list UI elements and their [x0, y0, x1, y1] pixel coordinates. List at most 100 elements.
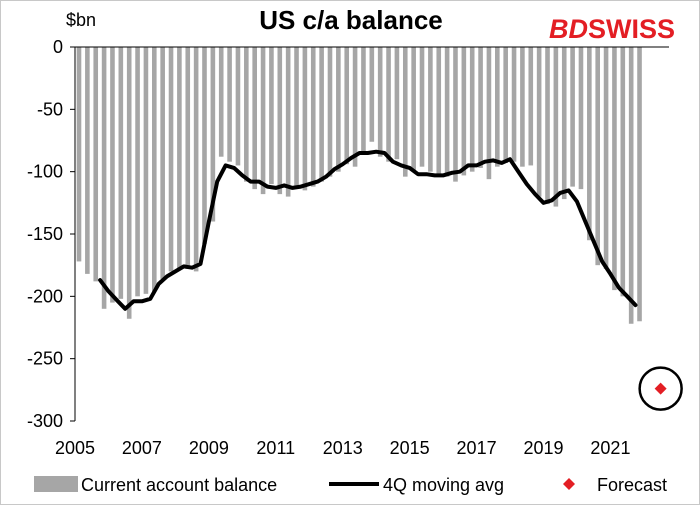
legend-swatch-forecast [563, 478, 575, 490]
x-tick-label: 2005 [55, 438, 95, 458]
bar [545, 47, 550, 205]
bar [386, 47, 391, 162]
bar-series [76, 47, 642, 324]
bar [486, 47, 492, 180]
chart-title: US c/a balance [259, 5, 443, 35]
x-tick-label: 2021 [590, 438, 630, 458]
bar [553, 47, 559, 207]
bar [603, 47, 609, 269]
legend-label-line: 4Q moving avg [383, 475, 504, 495]
bar [570, 47, 575, 187]
bar [394, 47, 400, 160]
bar [285, 47, 291, 197]
bar [336, 47, 341, 172]
bar [478, 47, 483, 168]
bar [536, 47, 542, 197]
logo-part-swiss: SWISS [588, 14, 675, 44]
legend: Current account balance 4Q moving avg Fo… [34, 475, 667, 495]
bar [595, 47, 600, 266]
bar [402, 47, 408, 177]
bar [620, 47, 626, 297]
bar [85, 47, 90, 274]
bar [227, 47, 232, 162]
x-tick-label: 2019 [523, 438, 563, 458]
bar [453, 47, 458, 182]
bar [143, 47, 149, 294]
line-series [98, 149, 638, 311]
y-tick-label: -150 [27, 224, 63, 244]
x-tick-label: 2007 [122, 438, 162, 458]
x-tick-label: 2009 [189, 438, 229, 458]
legend-label-bars: Current account balance [81, 475, 277, 495]
bar [520, 47, 525, 167]
bar [202, 47, 207, 244]
bar [152, 47, 157, 292]
bar [210, 47, 216, 222]
y-tick-label: -250 [27, 349, 63, 369]
bar [135, 47, 140, 297]
bar [377, 47, 383, 157]
bar [252, 47, 257, 190]
bar [269, 47, 274, 185]
legend-label-forecast: Forecast [597, 475, 667, 495]
bar [118, 47, 124, 299]
bar [126, 47, 132, 319]
legend-swatch-bars [34, 476, 78, 492]
x-tick-label: 2013 [323, 438, 363, 458]
bar [76, 47, 82, 262]
bar [419, 47, 425, 167]
bar [628, 47, 634, 324]
bar [411, 47, 416, 172]
bar [193, 47, 199, 272]
bar [110, 47, 115, 303]
logo: BD SWISS [549, 14, 675, 44]
bar [260, 47, 266, 195]
y-axis-unit-label: $bn [66, 10, 96, 30]
axes: 0 -50 -100 -150 -200 -250 -300 2005 2007 2009 2011… [27, 37, 669, 458]
x-tick-label: 2017 [457, 438, 497, 458]
bar [369, 47, 375, 142]
y-tick-label: -50 [37, 99, 63, 119]
bar [503, 47, 508, 163]
forecast-series [638, 366, 683, 411]
bar [587, 47, 592, 241]
logo-part-bd: BD [549, 14, 588, 44]
y-tick-label: -100 [27, 162, 63, 182]
bar [461, 47, 467, 176]
bar [319, 47, 324, 182]
bar [637, 47, 642, 322]
y-tick-label: -200 [27, 286, 63, 306]
bar [244, 47, 249, 182]
bar [177, 47, 182, 269]
bar [93, 47, 99, 282]
x-tick-label: 2015 [390, 438, 430, 458]
bar [511, 47, 517, 162]
bar [495, 47, 500, 167]
y-tick-label: -300 [27, 411, 63, 431]
bar [561, 47, 567, 200]
bar [294, 47, 299, 187]
bar [361, 47, 366, 153]
bar [469, 47, 475, 172]
moving-average-line [98, 149, 638, 311]
bar [277, 47, 283, 195]
bar [160, 47, 165, 279]
y-tick-label: 0 [53, 37, 63, 57]
bar [218, 47, 224, 157]
forecast-point [654, 382, 667, 395]
bar [327, 47, 333, 177]
bar [344, 47, 350, 165]
bar [436, 47, 442, 175]
bar [310, 47, 316, 187]
bar [428, 47, 433, 172]
bar [168, 47, 174, 272]
bar [185, 47, 191, 269]
bar [302, 47, 308, 191]
bar [528, 47, 534, 166]
bar [612, 47, 617, 291]
forecast-highlight-circle [638, 366, 683, 411]
x-tick-label: 2011 [256, 438, 295, 458]
bar [578, 47, 584, 190]
